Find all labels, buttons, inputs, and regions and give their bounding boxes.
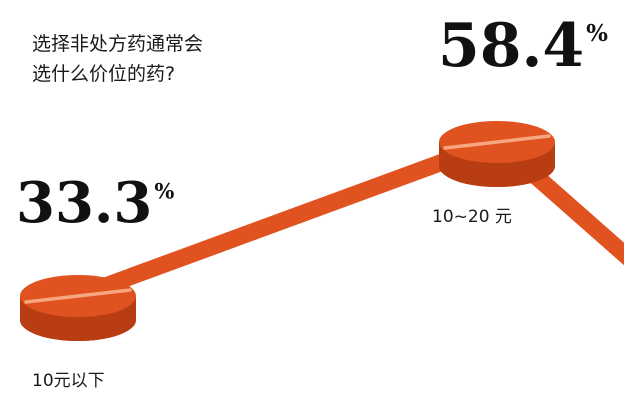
title-line-1: 选择非处方药通常会 <box>32 33 203 55</box>
chart-title: 选择非处方药通常会 选什么价位的药? <box>32 33 203 85</box>
category-label: 10元以下 <box>32 371 105 391</box>
series-line <box>69 133 506 305</box>
value-label: 33.3 <box>16 170 152 236</box>
pill-marker <box>439 121 555 187</box>
pill-marker <box>20 275 136 341</box>
value-label: 58.4 <box>438 11 584 81</box>
category-label: 10~20 元 <box>432 207 512 227</box>
title-line-2: 选什么价位的药? <box>32 63 175 85</box>
pill-score-line <box>443 134 551 150</box>
pill-score-line <box>24 288 132 304</box>
value-percent-sign: % <box>154 178 174 203</box>
value-percent-sign: % <box>586 20 608 47</box>
